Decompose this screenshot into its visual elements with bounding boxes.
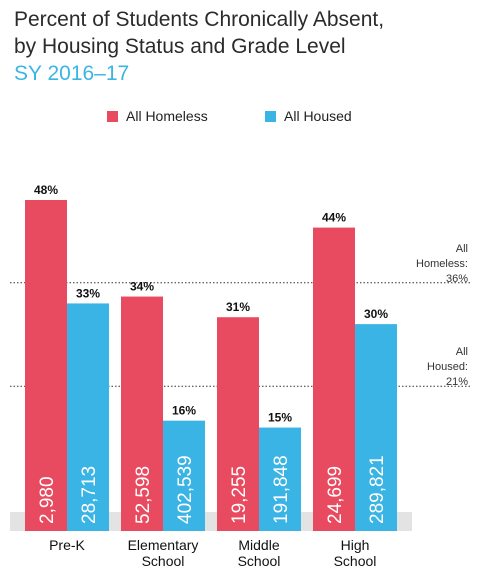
bar-count-label: 402,539: [175, 455, 196, 524]
bar-value-label: 33%: [76, 286, 100, 300]
legend: All Homeless All Housed: [0, 108, 481, 128]
bar-homeless: [121, 296, 163, 531]
reference-label: 21%: [446, 376, 468, 388]
bar-value-label: 30%: [364, 307, 388, 321]
bar-count-label: 19,255: [229, 466, 250, 524]
chart-subtitle: SY 2016–17: [14, 62, 130, 85]
reference-label: Housed:: [427, 361, 468, 373]
category-label: High: [341, 537, 370, 553]
legend-item-housed: All Housed: [265, 108, 352, 124]
chart-title: Percent of Students Chronically Absent, …: [14, 6, 384, 60]
baseline-strip: [10, 512, 412, 531]
reference-label: Homeless:: [416, 258, 468, 270]
bar-count-label: 28,713: [79, 466, 100, 524]
category-label: Middle: [238, 537, 279, 553]
bar-homeless: [25, 200, 67, 531]
bar-housed: [163, 420, 205, 531]
reference-label: All: [456, 243, 468, 255]
reference-label: All: [456, 346, 468, 358]
category-label: School: [238, 553, 281, 569]
reference-label: 36%: [446, 273, 468, 285]
bar-count-label: 24,699: [325, 466, 346, 524]
bar-homeless: [313, 227, 355, 532]
legend-swatch-homeless: [107, 110, 118, 122]
category-label: School: [334, 553, 377, 569]
legend-swatch-housed: [265, 110, 276, 122]
bar-housed: [355, 324, 397, 531]
bar-count-label: 2,980: [37, 476, 58, 524]
title-line-2: by Housing Status and Grade Level: [14, 35, 346, 58]
bar-value-label: 44%: [322, 211, 346, 225]
bar-count-label: 191,848: [271, 455, 292, 524]
bar-value-label: 15%: [268, 411, 292, 425]
bar-count-label: 289,821: [367, 455, 388, 524]
category-label: Elementary: [128, 537, 199, 553]
bar-value-label: 48%: [34, 183, 58, 197]
title-line-1: Percent of Students Chronically Absent,: [14, 8, 385, 31]
bar-housed: [259, 427, 301, 531]
bar-housed: [67, 303, 109, 531]
bar-value-label: 16%: [172, 404, 196, 418]
category-label: Pre-K: [49, 537, 85, 553]
category-label: School: [142, 553, 185, 569]
legend-label-housed: All Housed: [284, 108, 352, 124]
legend-label-homeless: All Homeless: [126, 108, 208, 124]
legend-item-homeless: All Homeless: [107, 108, 208, 124]
bar-value-label: 31%: [226, 300, 250, 314]
bar-homeless: [217, 317, 259, 531]
bar-count-label: 52,598: [133, 466, 154, 524]
bar-value-label: 34%: [130, 280, 154, 294]
